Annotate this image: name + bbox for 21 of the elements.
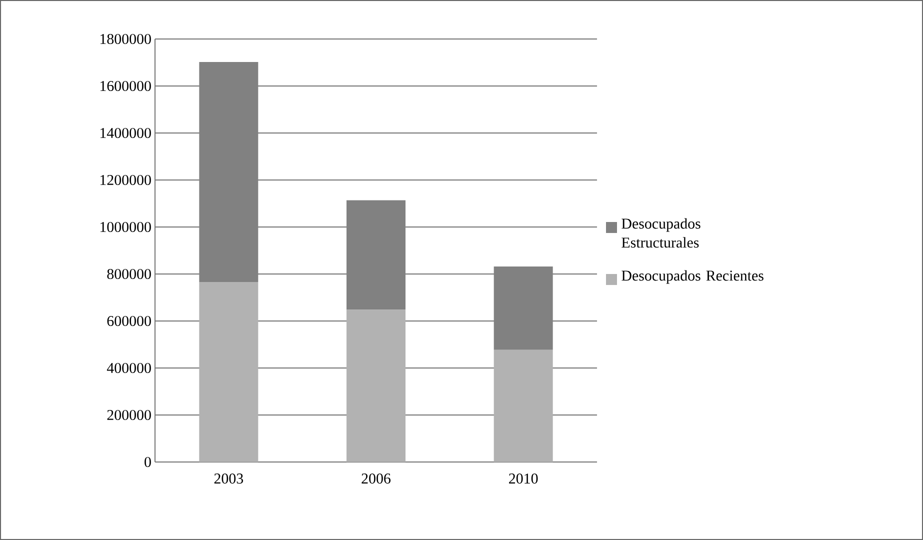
bar (199, 282, 258, 462)
x-tick-label: 2010 (509, 474, 538, 484)
x-tick-label: 2006 (362, 474, 391, 484)
bar (494, 350, 553, 462)
y-tick-label: 1200000 (100, 174, 151, 186)
y-tick-label: 800000 (107, 268, 151, 280)
y-tick-label: 600000 (107, 316, 151, 326)
bar (494, 266, 553, 350)
bar (199, 62, 258, 282)
legend-label: Desocupados Estructurales (622, 218, 700, 248)
y-tick-label: 1600000 (100, 80, 151, 92)
bar (346, 310, 406, 462)
y-tick-label: 1400000 (100, 128, 151, 138)
y-tick-label: 1800000 (100, 34, 151, 44)
y-tick-label: 200000 (107, 410, 151, 420)
bar (346, 200, 406, 310)
y-tick-label: 1000000 (100, 222, 151, 232)
y-tick-label: 0 (144, 456, 151, 468)
x-tick-label: 2003 (214, 474, 244, 484)
legend-label: Desocupados Recientes (622, 270, 764, 284)
y-tick-label: 400000 (106, 362, 151, 374)
